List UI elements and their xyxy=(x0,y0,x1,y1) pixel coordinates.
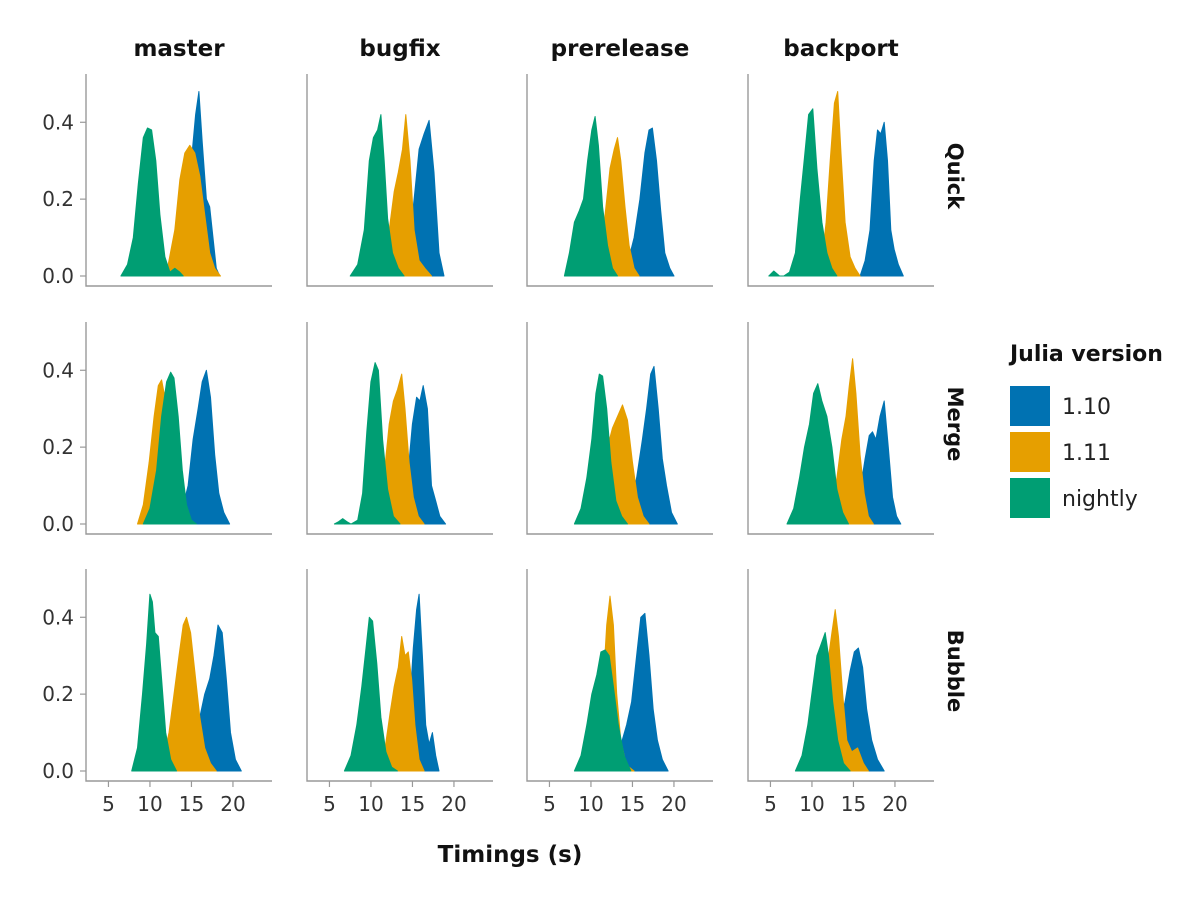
row-title-bubble: Bubble xyxy=(943,630,967,712)
x-tick-label: 15 xyxy=(400,792,425,816)
row-title-merge: Merge xyxy=(943,387,967,462)
x-tick-label: 15 xyxy=(620,792,645,816)
panel-axis-spine xyxy=(747,569,934,782)
y-tick-label: 0.0 xyxy=(42,759,74,783)
panel-quick-prerelease xyxy=(526,74,713,287)
panel-axis-spine xyxy=(526,74,713,287)
density-area-nightly xyxy=(333,362,401,525)
density-area-1-10 xyxy=(611,612,669,772)
panel-bubble-master: 0.0 0.2 0.4 5 10 15 20 xyxy=(42,569,272,816)
x-tick-label: 15 xyxy=(841,792,866,816)
density-area-nightly xyxy=(786,383,849,525)
legend-swatch-1-11 xyxy=(1010,432,1050,472)
y-tick-label: 0.0 xyxy=(42,264,74,288)
panel-axis-spine xyxy=(306,569,493,782)
legend-label-nightly: nightly xyxy=(1062,487,1138,512)
panel-axis-spine xyxy=(85,74,272,287)
density-area-nightly xyxy=(343,616,398,772)
x-tick-label: 20 xyxy=(441,792,466,816)
y-tick-label: 0.4 xyxy=(42,358,74,382)
density-area-nightly xyxy=(768,108,838,277)
x-tick-label: 10 xyxy=(578,792,603,816)
panel-merge-master: 0.0 0.2 0.4 xyxy=(42,322,272,536)
row-title-quick: Quick xyxy=(943,143,967,210)
panel-axis-spine xyxy=(747,74,934,287)
panel-bubble-backport: 5 10 15 20 xyxy=(747,569,934,816)
y-tick-label: 0.0 xyxy=(42,512,74,536)
y-tick-label: 0.2 xyxy=(42,435,74,459)
x-tick-label: 20 xyxy=(220,792,245,816)
legend-title: Julia version xyxy=(1008,342,1163,367)
x-tick-label: 20 xyxy=(661,792,686,816)
x-tick-label: 5 xyxy=(543,792,556,816)
column-title-prerelease: prerelease xyxy=(551,36,690,62)
density-area-nightly xyxy=(131,593,177,772)
density-area-1-10 xyxy=(174,369,231,525)
x-tick-label: 5 xyxy=(764,792,777,816)
panel-quick-bugfix xyxy=(306,74,493,287)
y-tick-label: 0.4 xyxy=(42,605,74,629)
legend-swatch-1-10 xyxy=(1010,386,1050,426)
panel-merge-prerelease xyxy=(526,322,713,535)
panel-bubble-bugfix: 5 10 15 20 xyxy=(306,569,493,816)
panel-axis-spine xyxy=(85,322,272,535)
density-area-1-11 xyxy=(378,636,425,772)
column-title-bugfix: bugfix xyxy=(359,36,440,62)
density-area-nightly xyxy=(142,371,197,525)
panel-quick-master: 0.0 0.2 0.4 xyxy=(42,74,272,288)
panel-axis-spine xyxy=(85,569,272,782)
legend: Julia version 1.10 1.11 nightly xyxy=(1008,342,1163,518)
density-area-nightly xyxy=(120,127,184,277)
y-tick-label: 0.4 xyxy=(42,110,74,134)
density-area-1-11 xyxy=(815,91,861,277)
density-area-1-10 xyxy=(623,365,678,525)
y-tick-label: 0.2 xyxy=(42,682,74,706)
x-tick-label: 5 xyxy=(102,792,115,816)
panel-quick-backport xyxy=(747,74,934,287)
panel-merge-backport xyxy=(747,322,934,535)
legend-label-1-11: 1.11 xyxy=(1062,441,1111,466)
density-area-1-11 xyxy=(823,358,874,525)
column-title-master: master xyxy=(133,36,225,62)
x-tick-label: 10 xyxy=(358,792,383,816)
density-area-1-10 xyxy=(622,127,675,277)
density-area-nightly xyxy=(573,649,632,772)
column-title-backport: backport xyxy=(783,36,899,62)
density-area-1-11 xyxy=(156,616,217,772)
x-tick-label: 10 xyxy=(137,792,162,816)
panel-axis-spine xyxy=(306,74,493,287)
x-tick-label: 5 xyxy=(323,792,336,816)
legend-swatch-nightly xyxy=(1010,478,1050,518)
density-area-1-10 xyxy=(859,121,904,277)
legend-label-1-10: 1.10 xyxy=(1062,395,1111,420)
density-area-nightly xyxy=(349,114,405,277)
panel-axis-spine xyxy=(526,569,713,782)
density-area-nightly xyxy=(563,116,618,277)
y-tick-label: 0.2 xyxy=(42,187,74,211)
panel-merge-bugfix xyxy=(306,322,493,535)
density-area-nightly xyxy=(794,632,851,772)
x-tick-label: 15 xyxy=(179,792,204,816)
panel-axis-spine xyxy=(306,322,493,535)
density-area-nightly xyxy=(573,373,628,525)
panel-axis-spine xyxy=(747,322,934,535)
x-tick-label: 10 xyxy=(799,792,824,816)
panel-axis-spine xyxy=(526,322,713,535)
x-axis-title: Timings (s) xyxy=(438,842,583,868)
panel-bubble-prerelease: 5 10 15 20 xyxy=(526,569,713,816)
density-area-1-11 xyxy=(161,144,221,277)
x-tick-label: 20 xyxy=(882,792,907,816)
